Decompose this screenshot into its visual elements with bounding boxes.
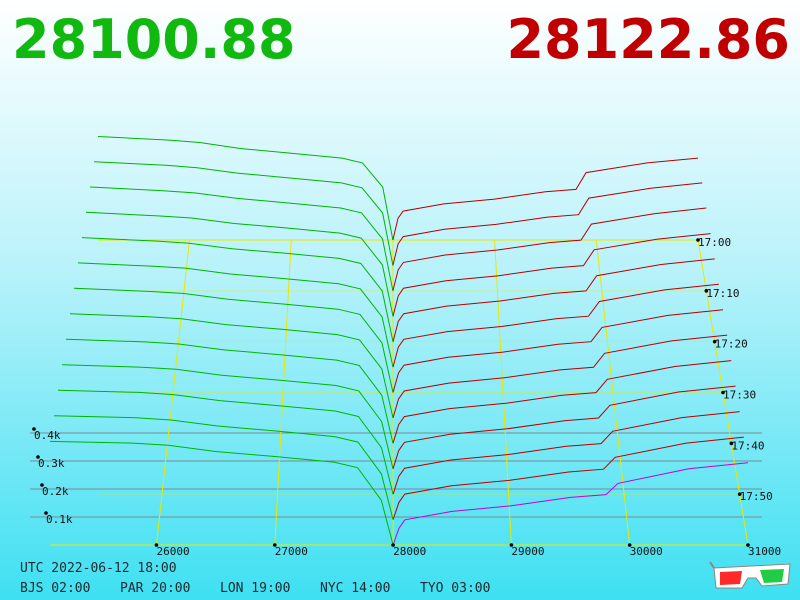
3d-glasses-button[interactable] (709, 561, 791, 589)
bid-depth-line (49, 440, 394, 546)
time-tick-dot (729, 441, 734, 446)
price-tick-dot (154, 543, 159, 547)
depth-tick-label: 0.4k (34, 429, 61, 442)
ask-depth-line (392, 385, 736, 469)
depth-tick-label: 0.2k (42, 485, 69, 498)
ask-depth-line (392, 411, 740, 495)
price-tick-dot (746, 543, 750, 547)
time-tick-label: 17:00 (698, 236, 731, 249)
ask-depth-line (392, 309, 724, 393)
price-tick-label: 27000 (275, 545, 308, 558)
time-zones: BJS 02:00 PAR 20:00 LON 19:00 NYC 14:00 TYO … (20, 581, 490, 596)
time-tick-dot (704, 289, 709, 293)
price-tick-dot (272, 543, 277, 547)
zone-time: BJS 02:00 (20, 581, 90, 596)
bid-depth-line (93, 161, 394, 266)
ask-depth-line (392, 334, 728, 419)
time-tick-dot (696, 238, 700, 242)
ask-depth-line (392, 157, 699, 241)
ask-depth-line (392, 283, 719, 368)
zone-time: PAR 20:00 (120, 581, 190, 596)
ask-depth-line (392, 182, 703, 266)
time-tick-dot (712, 339, 717, 344)
price-tick-label: 31000 (748, 545, 781, 558)
bid-depth-line (61, 364, 394, 469)
ask-price: 28122.86 (506, 8, 790, 71)
depth-tick-dot (32, 427, 36, 431)
time-tick-label: 17:30 (723, 389, 756, 402)
price-grid-line (155, 239, 191, 546)
bid-depth-line (81, 237, 394, 342)
bid-depth-line (85, 211, 394, 317)
price-tick-label: 28000 (393, 545, 426, 558)
time-tick-label: 17:20 (715, 338, 748, 351)
bid-depth-line (73, 287, 394, 393)
time-tick-label: 17:50 (740, 490, 773, 503)
ask-depth-line (392, 360, 732, 444)
bid-depth-line (97, 136, 394, 241)
depth-tick-dot (36, 455, 40, 459)
ask-depth-line (392, 207, 707, 291)
depth-tick-label: 0.3k (38, 457, 65, 470)
ask-depth-line (392, 233, 711, 317)
time-tick-label: 17:40 (731, 439, 764, 452)
depth-tick-dot (40, 483, 44, 487)
time-tick-dot (737, 492, 742, 496)
bid-depth-line (65, 338, 394, 444)
zone-time: TYO 03:00 (420, 581, 490, 596)
zone-time: NYC 14:00 (320, 581, 390, 596)
ask-depth-line (392, 258, 715, 342)
ask-depth-line (392, 436, 744, 520)
depth-tick-dot (44, 511, 48, 515)
depth-tick-label: 0.1k (46, 513, 73, 526)
price-tick-label: 30000 (630, 545, 663, 558)
zone-time: LON 19:00 (220, 581, 290, 596)
bid-depth-line (89, 186, 394, 291)
price-tick-dot (509, 543, 514, 547)
bid-depth-line (69, 313, 394, 419)
price-grid-line (274, 239, 292, 546)
utc-time: UTC 2022-06-12 18:00 (20, 561, 177, 576)
price-tick-label: 29000 (511, 545, 544, 558)
bid-depth-line (77, 262, 394, 368)
bid-price: 28100.88 (12, 8, 296, 71)
bid-depth-line (53, 415, 394, 520)
price-grid-line (494, 239, 512, 546)
price-tick-label: 26000 (156, 545, 189, 558)
price-tick-dot (627, 543, 632, 547)
time-tick-dot (721, 390, 725, 395)
ask-depth-line (392, 462, 749, 546)
bid-depth-line (57, 389, 394, 495)
plot: 0.1k 0.2k 0.3k 0.4k 17:00 17:10 17:20 17:30 17:4… (30, 136, 781, 558)
price-tick-dot (391, 543, 395, 547)
time-tick-label: 17:10 (706, 287, 739, 300)
price-grid-line (595, 239, 631, 546)
